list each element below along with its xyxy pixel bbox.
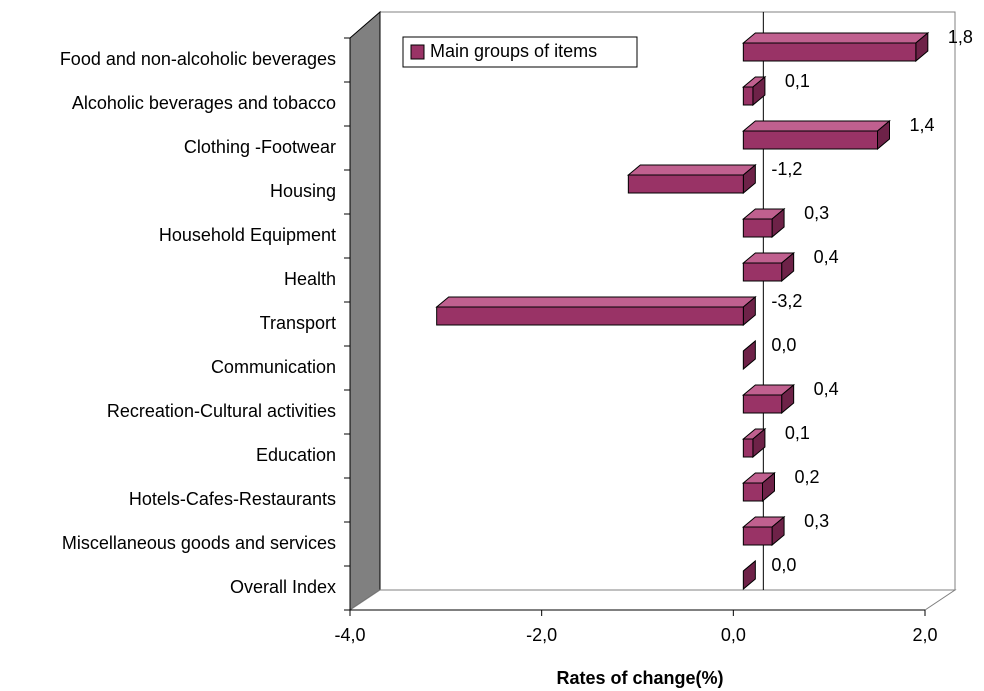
bar-top bbox=[435, 296, 757, 308]
y-tick-label: Clothing -Footwear bbox=[184, 137, 336, 157]
value-label: -3,2 bbox=[771, 291, 802, 311]
bar bbox=[435, 295, 757, 327]
x-tick-label: 0,0 bbox=[721, 625, 746, 645]
bar bbox=[741, 31, 930, 63]
value-label: 0,3 bbox=[804, 203, 829, 223]
left-wall bbox=[349, 10, 381, 611]
y-tick-label: Food and non-alcoholic beverages bbox=[60, 49, 336, 69]
bar-front bbox=[742, 482, 763, 502]
bar-front bbox=[742, 42, 917, 62]
bar-side bbox=[742, 559, 756, 591]
bar-front bbox=[742, 130, 878, 150]
value-label: 0,2 bbox=[795, 467, 820, 487]
bar bbox=[741, 75, 767, 107]
y-tick-label: Overall Index bbox=[230, 577, 336, 597]
bar-front bbox=[436, 306, 744, 326]
bar-front bbox=[627, 174, 744, 194]
bar-top bbox=[741, 32, 930, 44]
legend-swatch bbox=[410, 44, 425, 60]
value-label: 0,1 bbox=[785, 71, 810, 91]
value-label: 1,8 bbox=[948, 27, 973, 47]
legend-label: Main groups of items bbox=[430, 41, 597, 61]
x-tick-label: -4,0 bbox=[334, 625, 365, 645]
bar-front bbox=[742, 218, 773, 238]
y-tick-label: Health bbox=[284, 269, 336, 289]
x-tick-label: 2,0 bbox=[912, 625, 937, 645]
value-label: 0,4 bbox=[814, 379, 839, 399]
value-label: -1,2 bbox=[771, 159, 802, 179]
bar bbox=[741, 207, 786, 239]
bar-side bbox=[742, 339, 756, 371]
bar-front bbox=[742, 262, 783, 282]
x-tick-label: -2,0 bbox=[526, 625, 557, 645]
y-tick-label: Education bbox=[256, 445, 336, 465]
bar-front bbox=[742, 526, 773, 546]
bar-top bbox=[626, 164, 757, 176]
bar bbox=[741, 383, 796, 415]
y-tick-label: Housing bbox=[270, 181, 336, 201]
bar bbox=[741, 119, 891, 151]
y-tick-label: Recreation-Cultural activities bbox=[107, 401, 336, 421]
bar bbox=[741, 471, 776, 503]
bar-front bbox=[742, 394, 783, 414]
value-label: 0,1 bbox=[785, 423, 810, 443]
bar bbox=[626, 163, 757, 195]
value-label: 0,4 bbox=[814, 247, 839, 267]
y-tick-label: Alcoholic beverages and tobacco bbox=[72, 93, 336, 113]
y-tick-label: Household Equipment bbox=[159, 225, 336, 245]
legend bbox=[402, 36, 638, 68]
bar-top bbox=[741, 120, 891, 132]
value-label: 0,0 bbox=[771, 335, 796, 355]
y-tick-label: Hotels-Cafes-Restaurants bbox=[129, 489, 336, 509]
bar bbox=[741, 515, 786, 547]
value-label: 1,4 bbox=[910, 115, 935, 135]
bar-front bbox=[742, 86, 754, 106]
y-tick-label: Transport bbox=[260, 313, 336, 333]
y-tick-label: Miscellaneous goods and services bbox=[62, 533, 336, 553]
bar-front bbox=[742, 438, 754, 458]
bar bbox=[741, 427, 767, 459]
bar bbox=[742, 559, 756, 591]
bar bbox=[741, 251, 796, 283]
value-label: 0,0 bbox=[771, 555, 796, 575]
bar bbox=[742, 339, 756, 371]
value-label: 0,3 bbox=[804, 511, 829, 531]
floor bbox=[348, 589, 957, 611]
y-tick-label: Communication bbox=[211, 357, 336, 377]
x-axis-title: Rates of change(%) bbox=[556, 668, 723, 688]
